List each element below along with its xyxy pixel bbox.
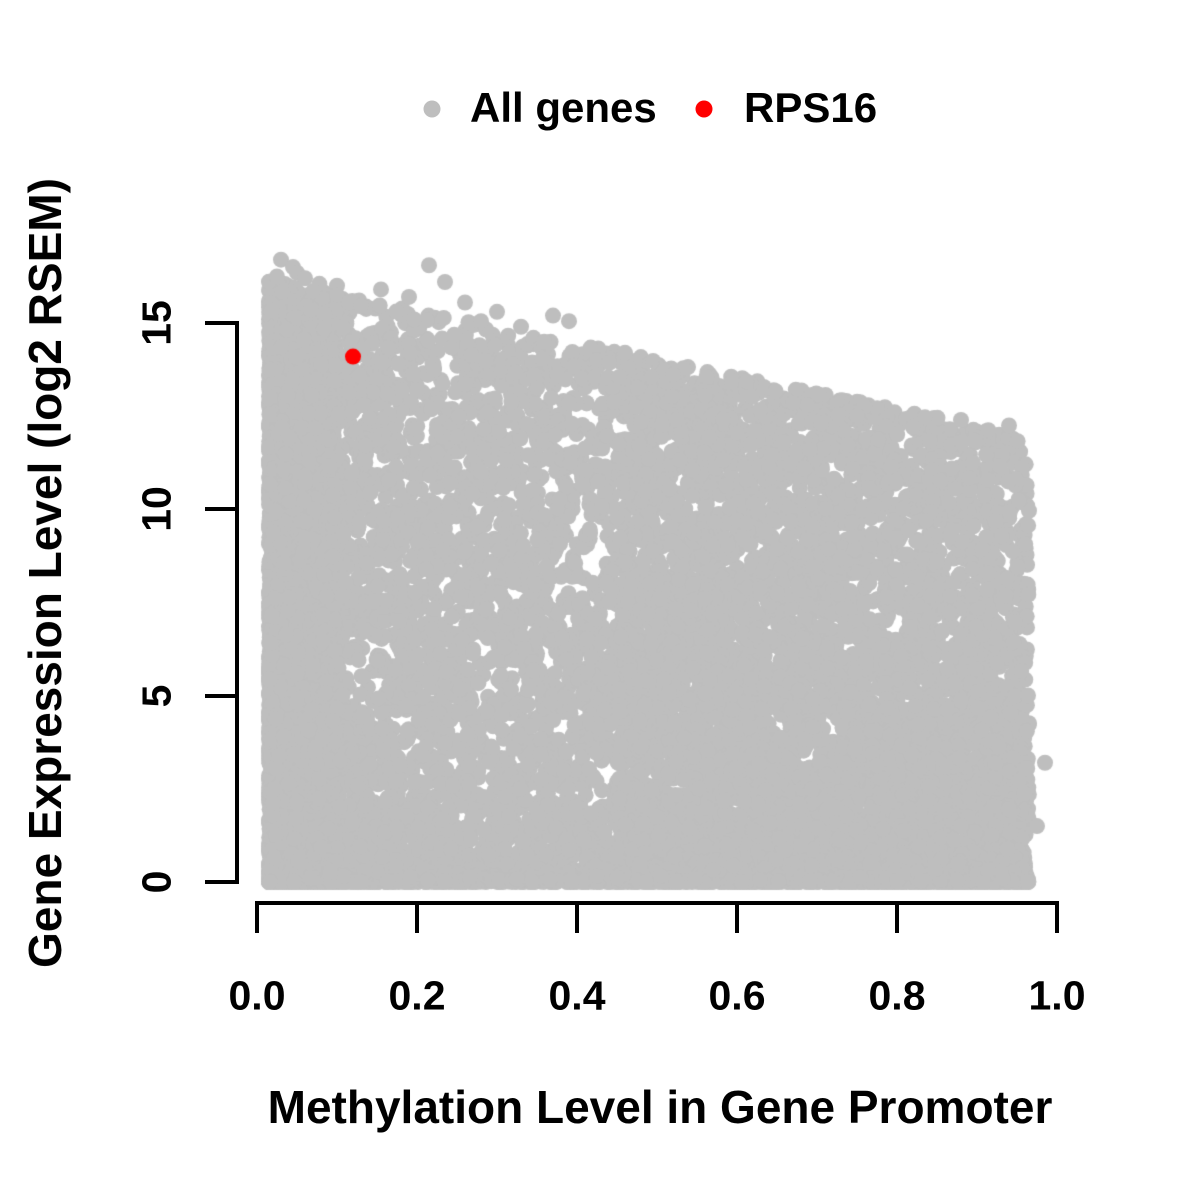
legend-marker-all-genes <box>423 100 441 118</box>
x-tick-label-0.8: 0.8 <box>868 972 926 1019</box>
x-tick-0.8 <box>895 903 899 933</box>
x-tick-0.6 <box>735 903 739 933</box>
y-axis-title: Gene Expression Level (log2 RSEM) <box>19 178 71 968</box>
x-tick-label-0.0: 0.0 <box>228 972 286 1019</box>
legend-label-all-genes: All genes <box>470 84 657 132</box>
x-axis-line <box>255 901 1059 905</box>
y-tick-5 <box>205 694 237 698</box>
y-tick-15 <box>205 321 237 325</box>
legend-marker-rps16 <box>695 100 713 118</box>
x-tick-label-0.6: 0.6 <box>708 972 766 1019</box>
x-tick-1.0 <box>1055 903 1059 933</box>
x-tick-label-0.2: 0.2 <box>388 972 446 1019</box>
x-axis-title: Methylation Level in Gene Promoter <box>267 1081 1053 1133</box>
x-tick-label-1.0: 1.0 <box>1028 972 1086 1019</box>
y-tick-label-5: 5 <box>133 684 180 708</box>
y-tick-label-0: 0 <box>133 870 180 894</box>
legend-label-rps16: RPS16 <box>744 84 878 132</box>
x-tick-0.4 <box>575 903 579 933</box>
x-tick-0.2 <box>415 903 419 933</box>
y-tick-label-15: 15 <box>133 300 180 346</box>
y-tick-label-10: 10 <box>133 486 180 532</box>
x-tick-label-0.4: 0.4 <box>548 972 606 1019</box>
y-tick-10 <box>205 507 237 511</box>
y-axis-line <box>235 321 239 884</box>
y-tick-0 <box>205 880 237 884</box>
x-tick-0.0 <box>255 903 259 933</box>
